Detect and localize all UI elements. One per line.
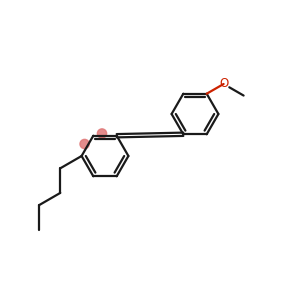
Text: O: O — [219, 77, 228, 91]
Circle shape — [97, 129, 107, 138]
Circle shape — [80, 139, 89, 148]
